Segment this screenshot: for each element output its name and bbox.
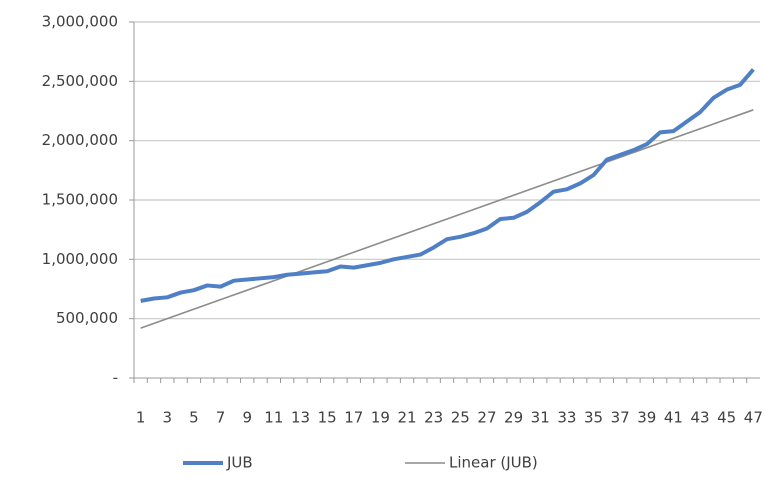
x-tick-label: 37 (611, 409, 630, 427)
x-tick-label: 29 (504, 409, 523, 427)
legend-label: Linear (JUB) (449, 454, 538, 472)
x-tick-label: 21 (397, 409, 416, 427)
series-line (140, 109, 754, 329)
x-tick-label: 23 (424, 409, 443, 427)
x-tick-label: 11 (264, 409, 283, 427)
x-tick-label: 43 (691, 409, 710, 427)
y-tick-label: 2,500,000 (42, 72, 118, 90)
x-tick-label: 27 (477, 409, 496, 427)
x-tick-label: 15 (318, 409, 337, 427)
x-tick-label: 45 (717, 409, 736, 427)
x-tick-label: 7 (216, 409, 226, 427)
y-tick-label: 1,500,000 (42, 191, 118, 209)
y-tick-label: 2,000,000 (42, 131, 118, 149)
y-tick-label: 3,000,000 (42, 13, 118, 31)
y-tick-label: 1,000,000 (42, 250, 118, 268)
x-tick-label: 19 (371, 409, 390, 427)
x-tick-label: 33 (557, 409, 576, 427)
x-tick-label: 31 (531, 409, 550, 427)
x-tick-label: 47 (744, 409, 763, 427)
y-tick-label: 500,000 (56, 309, 118, 327)
legend-label: JUB (226, 454, 253, 472)
x-tick-label: 13 (291, 409, 310, 427)
x-tick-label: 39 (637, 409, 656, 427)
x-tick-label: 1 (136, 409, 146, 427)
x-tick-label: 25 (451, 409, 470, 427)
x-tick-label: 35 (584, 409, 603, 427)
x-tick-label: 5 (189, 409, 199, 427)
series-line (140, 68, 755, 303)
x-tick-label: 9 (242, 409, 252, 427)
y-tick-label: - (113, 369, 118, 387)
x-tick-label: 17 (344, 409, 363, 427)
x-tick-label: 41 (664, 409, 683, 427)
x-tick-label: 3 (163, 409, 173, 427)
